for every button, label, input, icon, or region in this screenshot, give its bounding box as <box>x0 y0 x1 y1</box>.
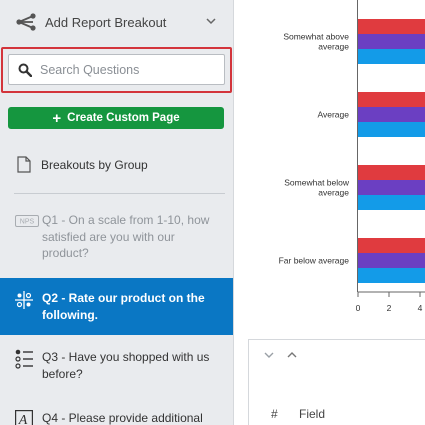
bar <box>358 122 425 137</box>
bar <box>358 180 425 195</box>
search-highlight <box>1 47 232 93</box>
chart-area: Somewhat above average Average Somewhat bel… <box>234 0 425 330</box>
breakout-title: Add Report Breakout <box>45 14 167 30</box>
category-label: Somewhat above <box>283 32 349 42</box>
nps-badge-text: NPS <box>20 219 35 226</box>
x-tick-label: 4 <box>418 303 423 313</box>
breakouts-by-group-label: Breakouts by Group <box>41 158 148 172</box>
plus-icon: + <box>52 109 62 127</box>
matrix-icon <box>15 291 33 309</box>
bar <box>358 34 425 49</box>
create-custom-page-button[interactable]: + Create Custom Page <box>8 107 224 129</box>
search-input[interactable] <box>40 62 200 77</box>
x-tick-label: 2 <box>387 303 392 313</box>
question-label-q3: Q3 - Have you shopped with us before? <box>42 350 210 381</box>
column-header-field: Field <box>299 407 326 421</box>
field-table-panel: # Field <box>248 339 425 425</box>
nps-icon: NPS <box>15 215 39 227</box>
multiple-choice-icon <box>15 349 33 369</box>
bar <box>358 253 425 268</box>
question-item-q2[interactable]: Q2 - Rate our product on the following. <box>0 278 233 335</box>
question-label-q2: Q2 - Rate our product on the following. <box>42 291 205 322</box>
question-item-q3[interactable]: Q3 - Have you shopped with us before? <box>0 349 233 382</box>
add-report-breakout-dropdown[interactable]: Add Report Breakout <box>0 0 233 44</box>
question-label-q4: Q4 - Please provide additional <box>42 411 203 425</box>
question-item-q1[interactable]: NPS Q1 - On a scale from 1-10, how satis… <box>0 212 233 262</box>
bar <box>358 49 425 64</box>
bar <box>358 268 425 283</box>
share-icon <box>16 13 36 31</box>
divider <box>14 193 225 194</box>
bar <box>358 238 425 253</box>
bar <box>358 92 425 107</box>
chevron-down-icon[interactable] <box>205 15 217 27</box>
category-label: Somewhat below <box>284 178 350 188</box>
question-label-q1: Q1 - On a scale from 1-10, how satisfied… <box>42 213 210 260</box>
chevron-up-icon[interactable] <box>287 350 297 360</box>
text-entry-icon: A <box>15 410 33 425</box>
bar <box>358 107 425 122</box>
category-label: Average <box>317 110 349 120</box>
text-entry-glyph: A <box>18 413 28 425</box>
bar <box>358 19 425 34</box>
column-header-number: # <box>271 407 278 421</box>
category-label: Far below average <box>279 256 350 266</box>
x-tick-label: 0 <box>356 303 361 313</box>
category-label: average <box>318 188 349 198</box>
bar <box>358 165 425 180</box>
chevron-down-icon[interactable] <box>264 350 274 360</box>
page-icon <box>17 156 31 173</box>
search-box[interactable] <box>8 54 225 85</box>
create-custom-page-label: Create Custom Page <box>67 112 180 124</box>
search-icon <box>18 63 32 77</box>
category-label: average <box>318 42 349 52</box>
question-item-q4[interactable]: A Q4 - Please provide additional <box>0 410 233 425</box>
breakouts-by-group-item[interactable]: Breakouts by Group <box>0 143 233 193</box>
bar <box>358 195 425 210</box>
sidebar: Add Report Breakout + Create Custom Page… <box>0 0 234 425</box>
